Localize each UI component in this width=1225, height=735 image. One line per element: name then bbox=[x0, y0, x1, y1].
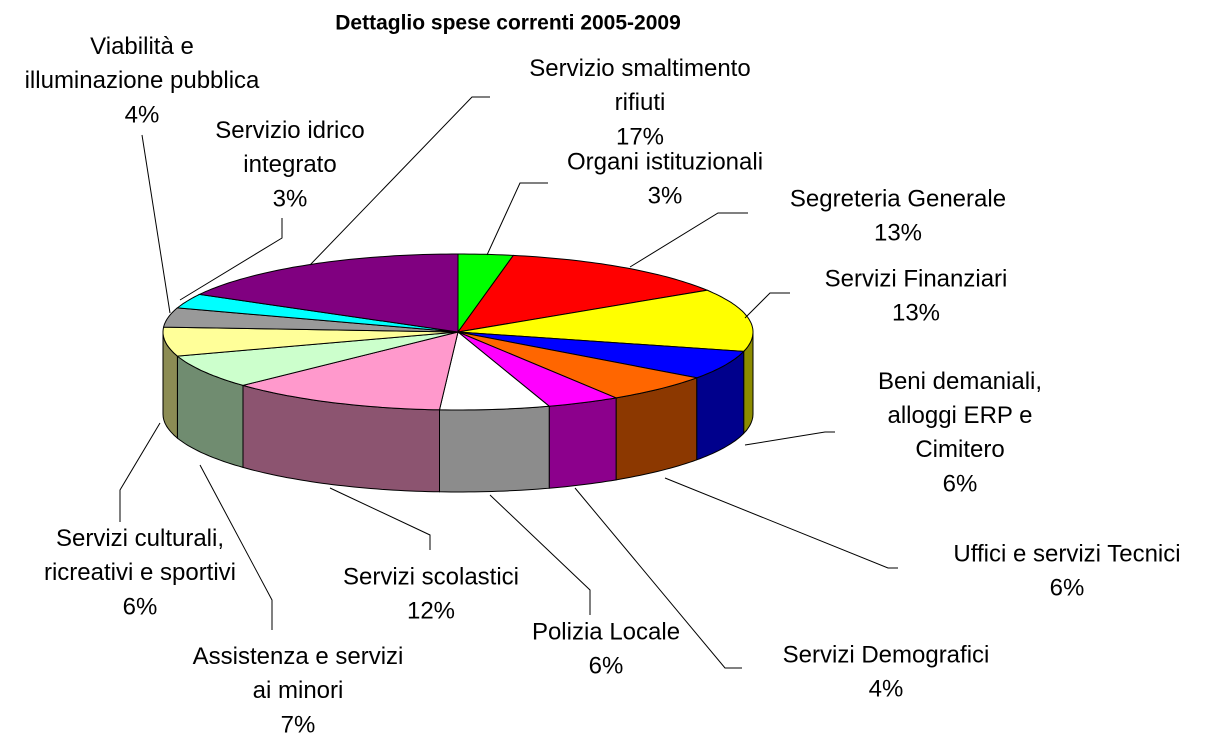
value-label: 3% bbox=[648, 182, 683, 209]
value-label: 3% bbox=[273, 185, 308, 212]
leader-line bbox=[486, 182, 548, 256]
value-label: 17% bbox=[616, 123, 664, 150]
value-label: 13% bbox=[874, 219, 922, 246]
category-label: Segreteria Generale bbox=[790, 185, 1006, 212]
value-label: 6% bbox=[589, 652, 624, 679]
category-label: Servizio idrico integrato bbox=[215, 117, 364, 178]
category-label: Beni demaniali, alloggi ERP e Cimitero bbox=[878, 368, 1042, 463]
leader-line bbox=[664, 477, 898, 569]
category-label: Servizio smaltimento rifiuti bbox=[529, 55, 750, 116]
category-label: Servizi culturali, ricreativi e sportivi bbox=[44, 525, 236, 586]
slice bbox=[457, 331, 699, 399]
value-label: 4% bbox=[869, 675, 904, 702]
category-label: Assistenza e servizi ai minori bbox=[193, 643, 404, 704]
slice bbox=[197, 253, 459, 333]
value-label: 6% bbox=[943, 470, 978, 497]
value-label: 6% bbox=[123, 593, 158, 620]
slice bbox=[457, 331, 745, 379]
slice bbox=[457, 331, 618, 407]
category-label: Organi istituzionali bbox=[567, 148, 763, 175]
leader-line bbox=[329, 487, 431, 550]
category-label: Servizi scolastici bbox=[343, 563, 519, 590]
leader-line bbox=[141, 134, 171, 314]
leader-line bbox=[309, 96, 490, 266]
slice-side bbox=[548, 397, 617, 489]
slice-side bbox=[439, 405, 550, 493]
value-label: 13% bbox=[892, 299, 940, 326]
value-label: 6% bbox=[1050, 574, 1085, 601]
chart-title: Dettaglio spese correnti 2005-2009 bbox=[335, 12, 681, 35]
category-label: Servizi Demografici bbox=[783, 641, 990, 668]
leader-line bbox=[744, 292, 790, 319]
leader-line bbox=[629, 212, 748, 268]
slice bbox=[456, 254, 709, 333]
leader-line bbox=[744, 431, 835, 446]
slice bbox=[176, 293, 459, 333]
slice bbox=[241, 331, 459, 411]
category-label: Polizia Locale bbox=[532, 618, 680, 645]
slice bbox=[162, 326, 459, 357]
slice bbox=[438, 331, 551, 411]
slice bbox=[176, 331, 459, 386]
value-label: 12% bbox=[407, 597, 455, 624]
slice bbox=[457, 289, 754, 352]
category-label: Viabilità e illuminazione pubblica bbox=[25, 33, 260, 94]
leader-line bbox=[119, 422, 161, 522]
leader-line bbox=[199, 464, 273, 630]
category-label: Uffici e servizi Tecnici bbox=[953, 540, 1180, 567]
category-label: Servizi Finanziari bbox=[825, 265, 1008, 292]
value-label: 7% bbox=[281, 711, 316, 735]
leader-line bbox=[489, 494, 591, 615]
value-label: 4% bbox=[125, 101, 160, 128]
leader-line bbox=[179, 218, 283, 301]
leader-line bbox=[574, 487, 742, 669]
